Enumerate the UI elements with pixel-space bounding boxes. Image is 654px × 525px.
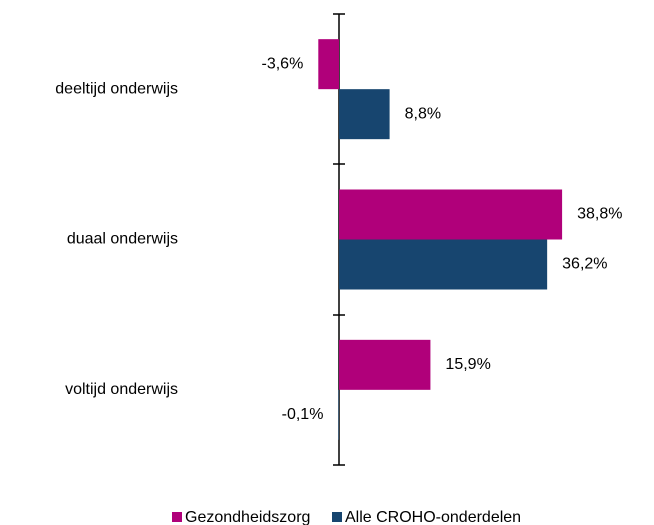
bar	[339, 239, 548, 290]
legend-swatch	[172, 512, 182, 522]
bar	[339, 89, 390, 140]
y-tick-label: voltijd onderwijs	[65, 381, 178, 398]
data-label: 36,2%	[562, 256, 607, 273]
legend-label: Gezondheidszorg	[185, 509, 310, 525]
data-label: 15,9%	[445, 356, 490, 373]
data-label: -3,6%	[262, 55, 304, 72]
bar	[318, 39, 339, 90]
y-tick-label: deeltijd onderwijs	[55, 80, 178, 97]
data-label: 38,8%	[577, 206, 622, 223]
bar	[338, 389, 339, 440]
bar	[339, 189, 563, 240]
data-label: -0,1%	[282, 406, 324, 423]
legend-label: Alle CROHO-onderdelen	[345, 509, 521, 525]
legend-swatch	[332, 512, 342, 522]
bar	[339, 339, 431, 390]
data-label: 8,8%	[405, 105, 441, 122]
y-tick-label: duaal onderwijs	[67, 231, 178, 248]
